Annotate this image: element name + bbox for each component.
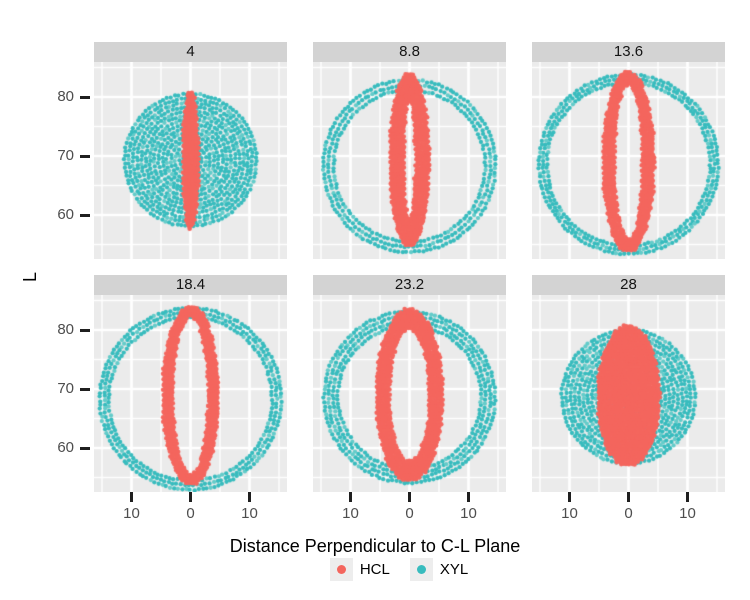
panel-points-canvas [94, 62, 287, 259]
facet-strip: 4 [94, 42, 287, 62]
x-tick-mark [408, 492, 411, 502]
legend-label-hcl: HCL [359, 561, 390, 578]
legend: HCL XYL [0, 558, 750, 581]
x-axis-title: Distance Perpendicular to C-L Plane [229, 536, 521, 556]
facet-strip: 18.4 [94, 275, 287, 295]
panel-points-canvas [94, 295, 287, 492]
panel-points-canvas [313, 295, 506, 492]
x-tick-label: 10 [561, 505, 578, 522]
y-tick-mark [80, 95, 90, 99]
x-tick-mark [467, 492, 470, 502]
x-tick-label: 10 [342, 505, 359, 522]
y-tick-label: 70 [57, 147, 74, 164]
legend-entries: HCL XYL [329, 558, 488, 581]
y-tick-mark [80, 213, 90, 217]
facet-panel [532, 295, 725, 492]
panel-points-canvas [313, 62, 506, 259]
legend-label-xyl: XYL [439, 561, 469, 578]
x-tick-label: 10 [679, 505, 696, 522]
facet-panel [94, 295, 287, 492]
x-tick-label: 10 [460, 505, 477, 522]
y-axis-title: L [19, 272, 40, 283]
panel-points-canvas [532, 62, 725, 259]
hcl-point-icon [336, 565, 346, 574]
x-tick-label: 10 [123, 505, 140, 522]
y-tick-mark [80, 328, 90, 332]
x-tick-label: 10 [241, 505, 258, 522]
x-tick-label: 0 [186, 505, 195, 522]
xyl-point-icon [416, 565, 426, 574]
x-tick-mark [686, 492, 689, 502]
x-tick-label: 0 [624, 505, 633, 522]
facet-panel [94, 62, 287, 259]
x-tick-mark [189, 492, 192, 502]
y-tick-mark [80, 154, 90, 158]
facet-panel [313, 295, 506, 492]
x-tick-mark [349, 492, 352, 502]
y-tick-label: 70 [57, 380, 74, 397]
facet-panel [532, 62, 725, 259]
facet-panel [313, 62, 506, 259]
x-tick-mark [627, 492, 630, 502]
y-tick-label: 80 [57, 321, 74, 338]
y-tick-label: 60 [57, 439, 74, 456]
y-tick-mark [80, 446, 90, 450]
facet-strip: 23.2 [313, 275, 506, 295]
facet-strip: 13.6 [532, 42, 725, 62]
x-tick-mark [248, 492, 251, 502]
facet-strip: 28 [532, 275, 725, 295]
x-tick-mark [568, 492, 571, 502]
facet-strip: 8.8 [313, 42, 506, 62]
y-tick-mark [80, 387, 90, 391]
legend-key-xyl [409, 558, 433, 581]
x-tick-mark [130, 492, 133, 502]
x-tick-label: 0 [405, 505, 414, 522]
y-tick-label: 60 [57, 206, 74, 223]
legend-key-hcl [329, 558, 353, 581]
panel-points-canvas [532, 295, 725, 492]
y-tick-label: 80 [57, 88, 74, 105]
